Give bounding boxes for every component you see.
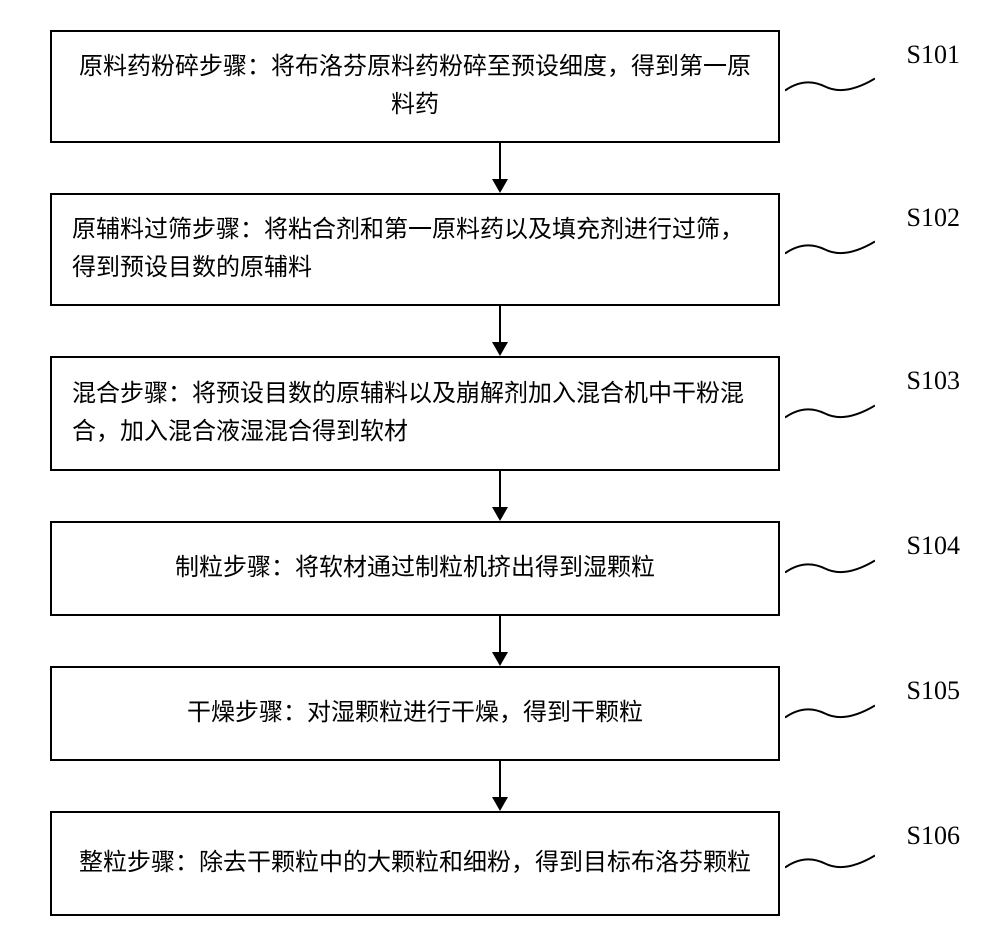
step-box-1: 原料药粉碎步骤：将布洛芬原料药粉碎至预设细度，得到第一原料药 (50, 30, 780, 143)
arrow-line (499, 616, 501, 652)
step-text-4: 制粒步骤：将软材通过制粒机挤出得到湿颗粒 (175, 549, 655, 587)
step-wrapper-6: 整粒步骤：除去干颗粒中的大颗粒和细粉，得到目标布洛芬颗粒 S106 (50, 811, 950, 916)
arrow-2 (135, 306, 865, 356)
arrow-line (499, 761, 501, 797)
step-label-5: S105 (907, 676, 960, 706)
arrow-line (499, 306, 501, 342)
step-label-3: S103 (907, 366, 960, 396)
step-wrapper-3: 混合步骤：将预设目数的原辅料以及崩解剂加入混合机中干粉混合，加入混合液湿混合得到… (50, 356, 950, 471)
arrow-line (499, 143, 501, 179)
arrow-1 (135, 143, 865, 193)
step-label-6: S106 (907, 821, 960, 851)
step-text-5: 干燥步骤：对湿颗粒进行干燥，得到干颗粒 (187, 694, 643, 732)
connector-squiggle-1 (785, 69, 875, 104)
arrow-4 (135, 616, 865, 666)
step-box-4: 制粒步骤：将软材通过制粒机挤出得到湿颗粒 (50, 521, 780, 616)
step-label-4: S104 (907, 531, 960, 561)
arrow-head (492, 179, 508, 193)
step-text-3: 混合步骤：将预设目数的原辅料以及崩解剂加入混合机中干粉混合，加入混合液湿混合得到… (72, 375, 758, 452)
step-box-2: 原辅料过筛步骤：将粘合剂和第一原料药以及填充剂进行过筛，得到预设目数的原辅料 (50, 193, 780, 306)
arrow-head (492, 652, 508, 666)
step-wrapper-2: 原辅料过筛步骤：将粘合剂和第一原料药以及填充剂进行过筛，得到预设目数的原辅料 S… (50, 193, 950, 306)
step-wrapper-5: 干燥步骤：对湿颗粒进行干燥，得到干颗粒 S105 (50, 666, 950, 761)
step-label-1: S101 (907, 40, 960, 70)
step-text-1: 原料药粉碎步骤：将布洛芬原料药粉碎至预设细度，得到第一原料药 (72, 48, 758, 125)
step-text-2: 原辅料过筛步骤：将粘合剂和第一原料药以及填充剂进行过筛，得到预设目数的原辅料 (72, 211, 758, 288)
step-text-6: 整粒步骤：除去干颗粒中的大颗粒和细粉，得到目标布洛芬颗粒 (79, 844, 751, 882)
arrow-head (492, 797, 508, 811)
flowchart-container: 原料药粉碎步骤：将布洛芬原料药粉碎至预设细度，得到第一原料药 S101 原辅料过… (0, 30, 1000, 916)
connector-squiggle-5 (785, 696, 875, 731)
step-box-3: 混合步骤：将预设目数的原辅料以及崩解剂加入混合机中干粉混合，加入混合液湿混合得到… (50, 356, 780, 471)
arrow-line (499, 471, 501, 507)
arrow-3 (135, 471, 865, 521)
step-wrapper-1: 原料药粉碎步骤：将布洛芬原料药粉碎至预设细度，得到第一原料药 S101 (50, 30, 950, 143)
connector-squiggle-6 (785, 846, 875, 881)
arrow-5 (135, 761, 865, 811)
step-box-5: 干燥步骤：对湿颗粒进行干燥，得到干颗粒 (50, 666, 780, 761)
arrow-head (492, 342, 508, 356)
step-box-6: 整粒步骤：除去干颗粒中的大颗粒和细粉，得到目标布洛芬颗粒 (50, 811, 780, 916)
connector-squiggle-4 (785, 551, 875, 586)
arrow-head (492, 507, 508, 521)
connector-squiggle-2 (785, 232, 875, 267)
connector-squiggle-3 (785, 396, 875, 431)
step-label-2: S102 (907, 203, 960, 233)
step-wrapper-4: 制粒步骤：将软材通过制粒机挤出得到湿颗粒 S104 (50, 521, 950, 616)
